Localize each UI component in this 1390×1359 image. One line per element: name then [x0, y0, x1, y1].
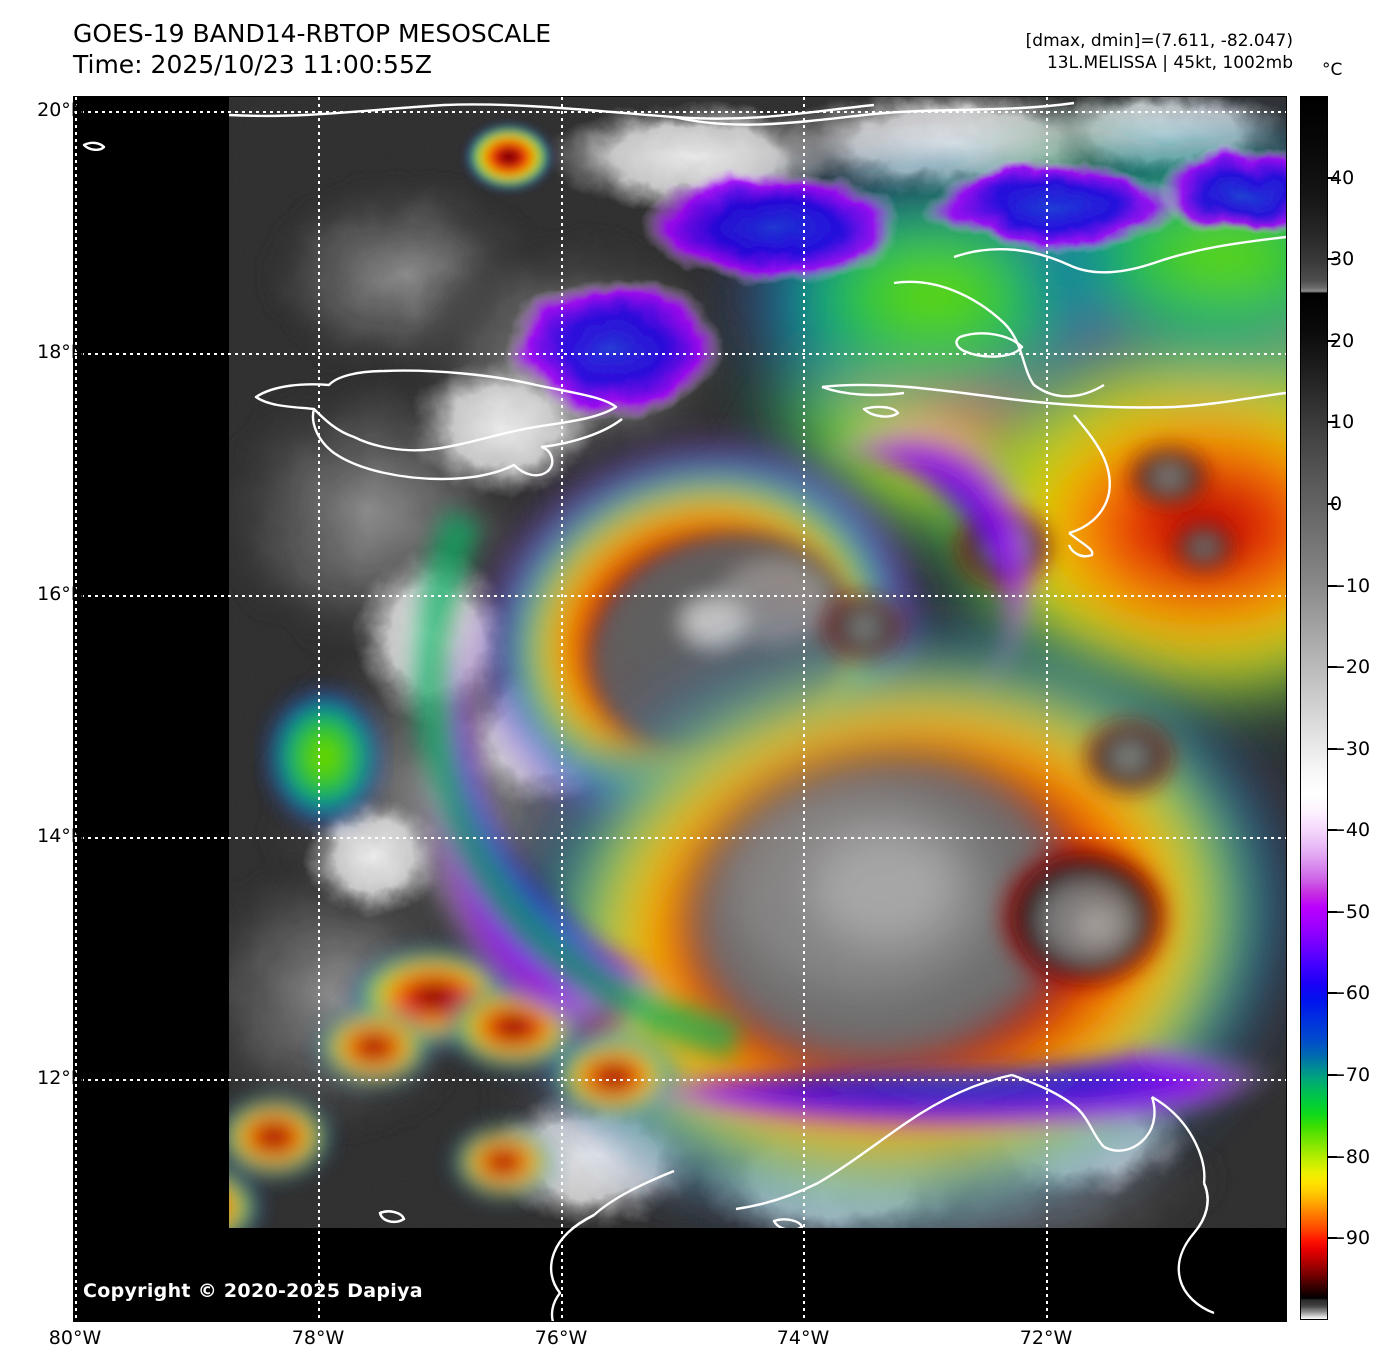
xtick-label-3: 74°W	[776, 1327, 830, 1349]
colorbar-tick-11: −70	[1330, 1064, 1371, 1086]
colorbar-tick-8: −40	[1330, 819, 1371, 841]
timestamp-label: Time: 2025/10/23 11:00:55Z	[73, 50, 432, 79]
ytick-label-1: 18°N	[37, 341, 85, 363]
xtick-label-1: 78°W	[291, 1327, 345, 1349]
annotation-block: [dmax, dmin]=(7.611, -82.047) 13L.MELISS…	[1026, 30, 1293, 74]
colorbar-tick-7: −30	[1330, 738, 1371, 760]
colorbar-tick-6: −20	[1330, 656, 1371, 678]
copyright-label: Copyright © 2020-2025 Dapiya	[83, 1280, 423, 1302]
colorbar-tick-mark-10	[1328, 992, 1337, 994]
colorbar-tick-mark-13	[1328, 1237, 1337, 1239]
ytick-label-0: 20°N	[37, 99, 85, 121]
colorbar-tick-mark-4	[1328, 503, 1337, 505]
colorbar-tick-0: 40	[1330, 167, 1355, 189]
storm-info-label: 13L.MELISSA | 45kt, 1002mb	[1046, 53, 1293, 73]
colorbar-tick-mark-7	[1328, 748, 1337, 750]
colorbar-tick-10: −60	[1330, 982, 1371, 1004]
colorbar-tick-mark-9	[1328, 911, 1337, 913]
xtick-label-4: 72°W	[1019, 1327, 1073, 1349]
colorbar-tick-1: 30	[1330, 248, 1355, 270]
ytick-label-2: 16°N	[37, 583, 85, 605]
colorbar-gradient	[1301, 97, 1327, 1319]
colorbar-tick-5: −10	[1330, 575, 1371, 597]
page-title: GOES-19 BAND14-RBTOP MESOSCALE	[73, 19, 552, 48]
colorbar-tick-9: −50	[1330, 901, 1371, 923]
colorbar-tick-mark-5	[1328, 585, 1337, 587]
colorbar-tick-3: 10	[1330, 411, 1355, 433]
dmax-dmin-label: [dmax, dmin]=(7.611, -82.047)	[1025, 31, 1293, 51]
satellite-imagery	[74, 97, 1286, 1321]
colorbar-tick-mark-12	[1328, 1156, 1337, 1158]
colorbar	[1300, 96, 1328, 1320]
colorbar-tick-2: 20	[1330, 330, 1355, 352]
colorbar-tick-13: −90	[1330, 1227, 1371, 1249]
satellite-image-plot	[73, 96, 1287, 1322]
title-block: GOES-19 BAND14-RBTOP MESOSCALE Time: 202…	[73, 18, 551, 80]
ytick-label-3: 14°N	[37, 825, 85, 847]
colorbar-tick-mark-11	[1328, 1074, 1337, 1076]
colorbar-tick-mark-0	[1328, 177, 1337, 179]
colorbar-tick-mark-1	[1328, 258, 1337, 260]
xtick-label-0: 80°W	[48, 1327, 102, 1349]
colorbar-tick-mark-8	[1328, 829, 1337, 831]
colorbar-tick-mark-2	[1328, 340, 1337, 342]
colorbar-tick-mark-3	[1328, 421, 1337, 423]
coastline-overlay	[82, 101, 1286, 1321]
colorbar-tick-mark-6	[1328, 666, 1337, 668]
colorbar-tick-12: −80	[1330, 1146, 1371, 1168]
colorbar-unit-label: °C	[1322, 60, 1343, 80]
ytick-label-4: 12°N	[37, 1067, 85, 1089]
xtick-label-2: 76°W	[534, 1327, 588, 1349]
colorbar-tick-4: 0	[1330, 493, 1343, 515]
